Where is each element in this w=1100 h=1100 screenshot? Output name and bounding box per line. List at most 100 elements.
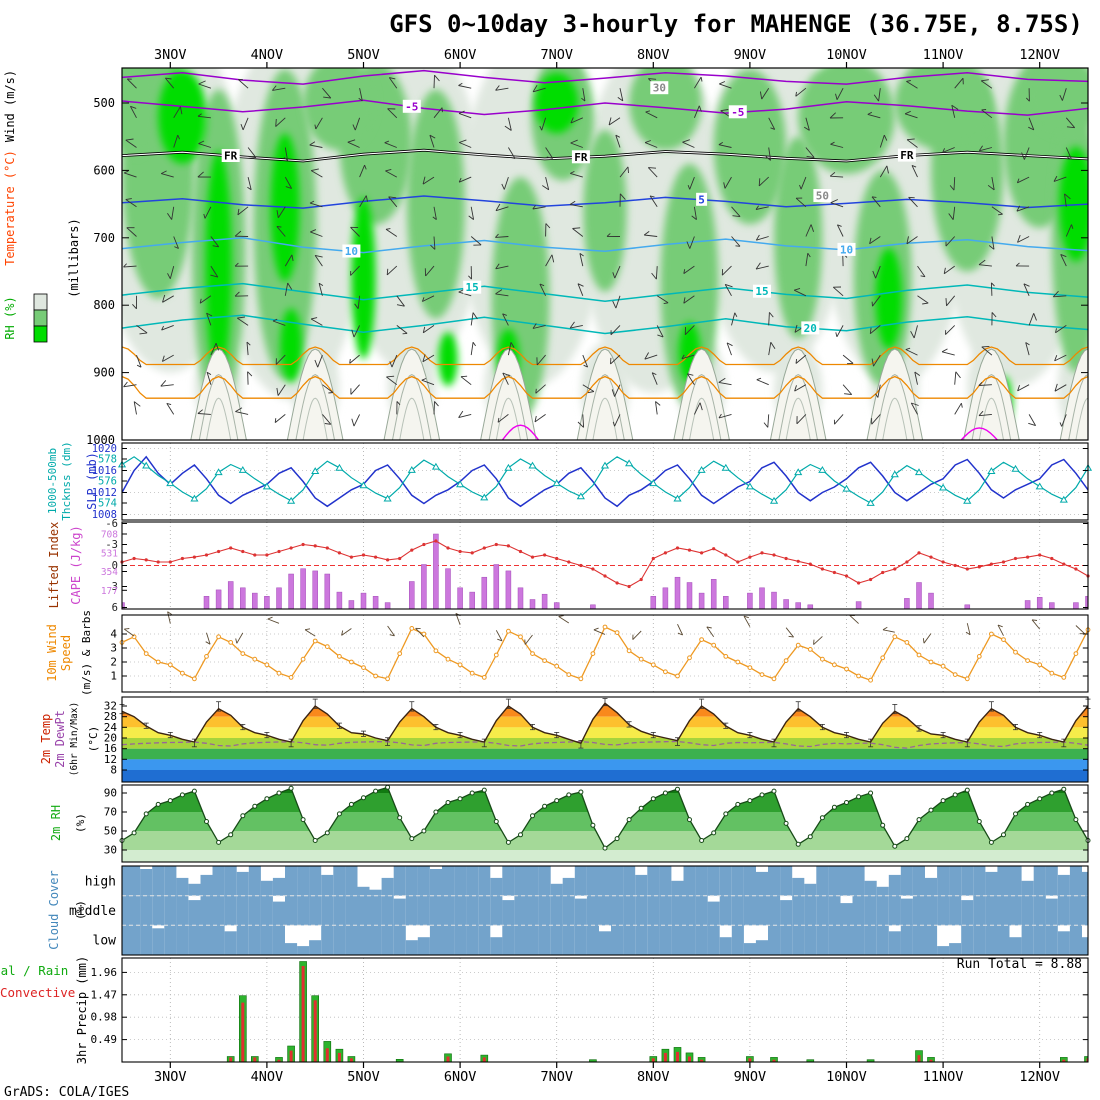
svg-text:3NOV: 3NOV <box>154 1069 187 1085</box>
svg-text:600: 600 <box>93 163 115 177</box>
svg-text:0.98: 0.98 <box>91 1011 118 1024</box>
svg-text:1: 1 <box>110 670 117 683</box>
svg-text:12NOV: 12NOV <box>1019 1069 1060 1085</box>
slp-axis-label: SLP (mb) <box>85 452 99 510</box>
rh-axis-label: RH (%) <box>3 296 17 339</box>
svg-text:28: 28 <box>104 710 117 723</box>
slp-thickness-panel: 1020 1016 1012 1008 578 576 574 <box>92 442 1093 521</box>
total-rain-label: Total / Rain <box>0 963 68 978</box>
svg-text:-3: -3 <box>105 539 118 551</box>
millibars-axis-label: (millibars) <box>67 218 81 297</box>
svg-text:30: 30 <box>104 844 117 857</box>
svg-text:12NOV: 12NOV <box>1019 47 1060 63</box>
svg-text:1016: 1016 <box>92 465 117 477</box>
svg-text:4NOV: 4NOV <box>251 47 284 63</box>
svg-text:9NOV: 9NOV <box>734 47 767 63</box>
svg-text:0: 0 <box>112 560 118 572</box>
svg-text:FR: FR <box>224 149 238 162</box>
svg-text:1000: 1000 <box>86 433 115 447</box>
svg-text:576: 576 <box>98 476 117 488</box>
svg-text:15: 15 <box>466 281 479 294</box>
rh-colorbar-cell-mid <box>33 309 48 327</box>
rh-colorbar-cell-bright <box>33 325 48 343</box>
minmax-axis-label: (6hr Min/Max) <box>69 702 80 776</box>
svg-text:-5: -5 <box>405 100 418 113</box>
svg-text:7NOV: 7NOV <box>540 47 573 63</box>
svg-text:1012: 1012 <box>92 487 117 499</box>
svg-text:8NOV: 8NOV <box>637 47 670 63</box>
svg-text:4: 4 <box>110 628 117 641</box>
wind10-axis-label-2: Speed <box>59 635 73 671</box>
credit-text: GrADS: COLA/IGES <box>4 1085 129 1100</box>
svg-text:574: 574 <box>98 498 117 510</box>
thickness-axis-label-1: 1000-500mb <box>46 448 59 514</box>
svg-text:6NOV: 6NOV <box>444 1069 477 1085</box>
svg-text:354: 354 <box>101 567 118 578</box>
svg-text:1020: 1020 <box>92 443 117 455</box>
svg-text:low: low <box>93 934 117 949</box>
svg-text:FR: FR <box>900 149 914 162</box>
svg-text:6NOV: 6NOV <box>444 47 477 63</box>
svg-text:10NOV: 10NOV <box>826 1069 867 1085</box>
convective-label: Convective <box>0 985 75 1000</box>
svg-text:-6: -6 <box>105 518 118 530</box>
svg-text:1.47: 1.47 <box>91 988 118 1001</box>
svg-text:3: 3 <box>112 581 118 593</box>
svg-text:30: 30 <box>653 82 666 95</box>
svg-text:70: 70 <box>104 806 117 819</box>
svg-text:10: 10 <box>345 245 358 258</box>
rh-colorbar-cell-light <box>33 293 48 311</box>
svg-text:5: 5 <box>698 193 705 206</box>
svg-text:11NOV: 11NOV <box>923 47 964 63</box>
wind-axis-label: Wind (m/s) <box>3 70 17 142</box>
svg-text:15: 15 <box>755 285 768 298</box>
cape-li-panel: -6 -3 0 3 6 708 531 354 177 <box>101 518 1090 614</box>
svg-text:10: 10 <box>840 243 853 256</box>
svg-text:3: 3 <box>110 642 117 655</box>
svg-text:1.96: 1.96 <box>91 966 118 979</box>
svg-text:high: high <box>85 874 116 889</box>
svg-text:32: 32 <box>104 700 117 713</box>
precip-axis-label: 3hr Precip (mm) <box>75 956 89 1064</box>
svg-text:11NOV: 11NOV <box>923 1069 964 1085</box>
svg-text:6: 6 <box>112 602 118 614</box>
tempunits-axis-label: (°C) <box>87 726 100 753</box>
svg-text:708: 708 <box>101 530 118 541</box>
svg-text:50: 50 <box>104 825 117 838</box>
cloud-units-label: (%) <box>74 900 87 920</box>
cloud-panel: high middle low <box>69 865 1089 956</box>
svg-text:10NOV: 10NOV <box>826 47 867 63</box>
rh2m-panel: 90 70 50 30 <box>104 784 1091 863</box>
upper-air-axes: 500 600 700 800 900 1000 3NOV 4NOV 5NOV 6NOV 7NOV 8… <box>86 47 1089 447</box>
rh-colorbar <box>33 293 48 343</box>
rh2m-axis-label: 2m RH <box>49 805 63 841</box>
svg-text:-5: -5 <box>731 106 744 119</box>
svg-text:4NOV: 4NOV <box>251 1069 284 1085</box>
precip-panel: 0.49 0.98 1.47 1.96 3NOV 4NOV 5NOV 6NOV 7NOV 8NOV… <box>91 957 1089 1085</box>
svg-text:531: 531 <box>101 548 118 559</box>
svg-text:90: 90 <box>104 787 117 800</box>
svg-text:8NOV: 8NOV <box>637 1069 670 1085</box>
svg-text:3NOV: 3NOV <box>154 47 187 63</box>
svg-text:FR: FR <box>574 151 588 164</box>
svg-text:177: 177 <box>101 586 118 597</box>
svg-text:900: 900 <box>93 366 115 380</box>
run-total-text: Run Total = 8.88 <box>957 957 1082 972</box>
svg-text:7NOV: 7NOV <box>540 1069 573 1085</box>
svg-text:16: 16 <box>104 742 117 755</box>
wind10-units-label: (m/s) & Barbs <box>80 610 93 696</box>
upper-air-field: -5 -5 FR FR FR 5 10 10 15 15 20 30 50 <box>122 68 1088 440</box>
svg-text:12: 12 <box>104 753 117 766</box>
svg-text:700: 700 <box>93 231 115 245</box>
svg-text:20: 20 <box>104 732 117 745</box>
svg-text:500: 500 <box>93 96 115 110</box>
svg-text:800: 800 <box>93 298 115 312</box>
svg-text:middle: middle <box>69 904 116 919</box>
svg-text:0.49: 0.49 <box>91 1033 118 1046</box>
lifted-index-axis-label: Lifted Index <box>47 522 61 609</box>
thickness-axis-label-2: Thcknss (dm) <box>60 441 73 520</box>
svg-text:5NOV: 5NOV <box>347 47 380 63</box>
